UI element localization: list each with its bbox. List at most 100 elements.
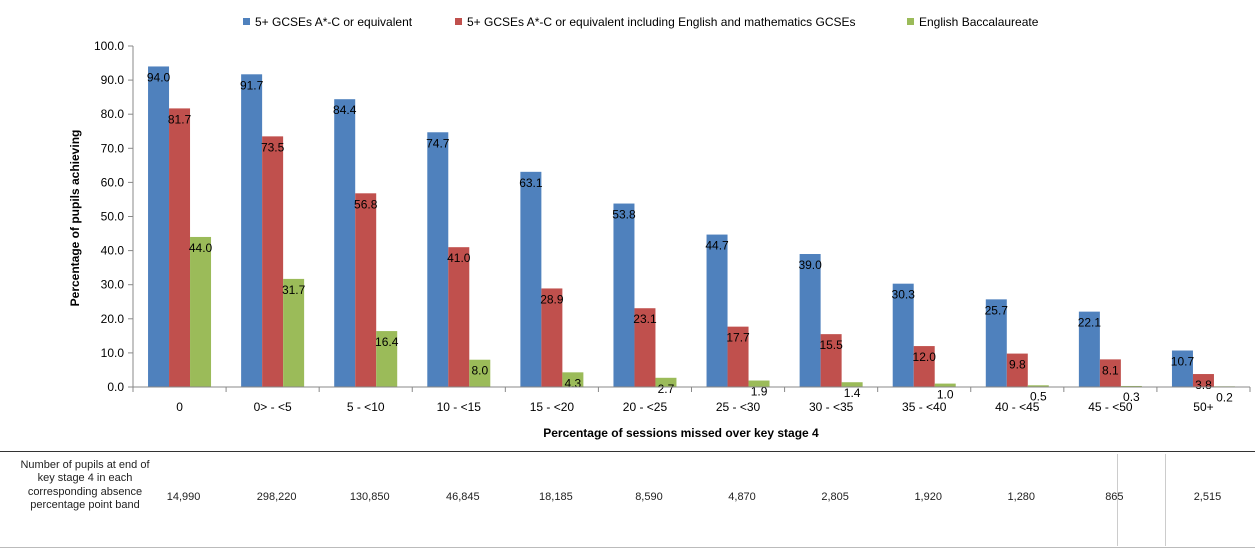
bar [1171, 350, 1193, 387]
data-label: 63.1 [519, 176, 543, 190]
x-tick-label: 10 - <15 [437, 400, 482, 414]
table-cell: 4,870 [728, 491, 756, 503]
table-cell: 298,220 [256, 491, 297, 503]
bar [1006, 353, 1028, 387]
data-label: 73.5 [261, 140, 285, 154]
data-label: 0.3 [1123, 390, 1140, 404]
x-tick-label: 5 - <10 [347, 400, 385, 414]
data-label: 25.7 [985, 303, 1009, 317]
data-label: 53.8 [612, 208, 636, 222]
bar [1120, 385, 1142, 387]
data-label: 94.0 [147, 70, 171, 84]
data-label: 0.2 [1216, 390, 1233, 404]
data-label: 3.8 [1195, 378, 1212, 392]
bar [469, 359, 491, 387]
y-tick-label: 70.0 [101, 141, 125, 155]
bar [520, 171, 542, 387]
x-tick-label: 25 - <30 [716, 400, 761, 414]
bar [562, 372, 584, 387]
x-tick-label: 0 [176, 400, 183, 414]
bar [913, 346, 935, 387]
legend-swatch [907, 18, 914, 25]
table-cell: 1,920 [914, 491, 942, 503]
table-cell: 2,805 [821, 491, 849, 503]
table-cell: 46,845 [445, 491, 480, 503]
data-label: 56.8 [354, 197, 378, 211]
data-label: 16.4 [375, 335, 399, 349]
bar [727, 326, 749, 387]
data-labels: 94.0 81.7 44.0 91.7 73.5 31.7 84.4 56.8 16.4 74.7… [147, 70, 1233, 404]
bar [706, 234, 728, 387]
data-label: 23.1 [633, 312, 657, 326]
y-tick-label: 20.0 [101, 312, 125, 326]
bar [1099, 359, 1121, 387]
table-divider [1165, 454, 1166, 546]
bar [541, 288, 563, 387]
bar [634, 308, 656, 387]
bar [334, 99, 356, 388]
x-axis: 0 0> - <5 5 - <10 10 - <15 15 - <20 20 - <25 2… [132, 386, 1251, 414]
table-cell: 1,280 [1007, 491, 1036, 503]
table-cell: 865 [1105, 491, 1124, 503]
y-tick-label: 80.0 [101, 107, 125, 121]
data-label: 17.7 [726, 331, 750, 345]
bar [241, 74, 263, 387]
bar [841, 382, 863, 387]
bar [1027, 385, 1049, 387]
x-tick-label: 45 - <50 [1088, 400, 1133, 414]
x-tick-label: 35 - <40 [902, 400, 947, 414]
legend-label: English Baccalaureate [919, 15, 1039, 29]
bar [262, 136, 284, 387]
data-label: 8.0 [471, 364, 488, 378]
y-tick-label: 50.0 [101, 210, 125, 224]
chart-legend: 5+ GCSEs A*-C or equivalent 5+ GCSEs A*-C… [243, 15, 1039, 29]
table-cell: 18,185 [539, 491, 573, 503]
data-label: 1.0 [937, 388, 954, 402]
y-tick-label: 40.0 [101, 244, 125, 258]
data-label: 9.8 [1009, 358, 1026, 372]
x-tick-label: 0> - <5 [254, 400, 292, 414]
data-label: 31.7 [282, 283, 306, 297]
bar [169, 108, 191, 387]
table-divider [1117, 454, 1118, 546]
y-tick-label: 10.0 [101, 346, 125, 360]
bar [427, 132, 449, 387]
y-tick-label: 0.0 [107, 380, 124, 394]
bar [355, 193, 377, 387]
data-label: 28.9 [540, 292, 564, 306]
legend-label: 5+ GCSEs A*-C or equivalent including En… [467, 15, 856, 29]
pupil-count-table: Number of pupils at end of key stage 4 i… [0, 451, 1255, 548]
data-label: 44.0 [189, 241, 213, 255]
bar [892, 283, 914, 387]
bar [799, 254, 821, 387]
y-axis: 0.0 10.0 20.0 30.0 40.0 50.0 60.0 70.0 80.0 90.0 1… [94, 39, 134, 394]
table-cell: 130,850 [349, 491, 390, 503]
table-cell: 2,515 [1193, 491, 1222, 503]
data-label: 74.7 [426, 136, 450, 150]
bar [820, 334, 842, 387]
data-label: 2.7 [658, 382, 675, 396]
data-label: 10.7 [1171, 355, 1195, 369]
y-tick-label: 100.0 [94, 39, 124, 53]
table-cell: 8,590 [635, 491, 663, 503]
bar [1192, 374, 1214, 387]
bar [1078, 311, 1100, 387]
data-label: 1.4 [844, 386, 861, 400]
bar [613, 203, 635, 387]
data-label: 12.0 [913, 350, 937, 364]
bar-chart: 5+ GCSEs A*-C or equivalent 5+ GCSEs A*-C… [68, 15, 1251, 440]
data-label: 30.3 [892, 288, 916, 302]
bar [376, 331, 398, 387]
bar-series [148, 66, 1235, 388]
bar [934, 383, 956, 387]
x-tick-label: 40 - <45 [995, 400, 1040, 414]
bar [748, 380, 770, 387]
data-label: 1.9 [751, 385, 768, 399]
bar [283, 278, 305, 387]
x-axis-title: Percentage of sessions missed over key s… [543, 426, 819, 440]
bar [985, 299, 1007, 387]
table-row-header: Number of pupils at end of key stage 4 i… [20, 459, 150, 512]
bar [148, 66, 170, 388]
x-tick-label: 30 - <35 [809, 400, 854, 414]
data-label: 81.7 [168, 112, 192, 126]
